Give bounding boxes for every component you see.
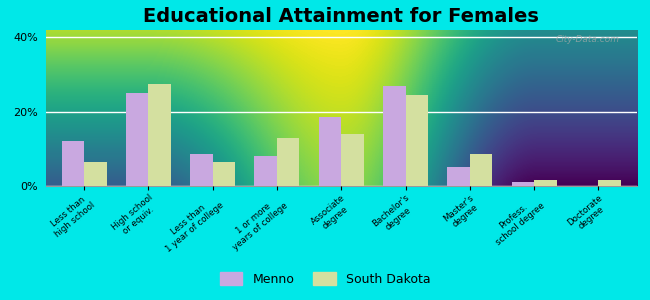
Bar (126, 93, 148, 186)
Bar (383, 86, 406, 186)
Legend: Menno, South Dakota: Menno, South Dakota (215, 267, 435, 291)
Bar (447, 167, 470, 186)
Bar (213, 162, 235, 186)
Bar (148, 84, 171, 186)
Text: City-Data.com: City-Data.com (555, 35, 619, 44)
Bar (84, 162, 107, 186)
Bar (190, 154, 213, 186)
Bar (341, 134, 364, 186)
Bar (62, 141, 84, 186)
Bar (470, 154, 492, 186)
Bar (277, 138, 300, 186)
Bar (512, 182, 534, 186)
Bar (599, 180, 621, 186)
Title: Educational Attainment for Females: Educational Attainment for Females (143, 7, 540, 26)
Bar (318, 117, 341, 186)
Bar (254, 156, 277, 186)
Bar (534, 180, 556, 186)
Bar (406, 95, 428, 186)
